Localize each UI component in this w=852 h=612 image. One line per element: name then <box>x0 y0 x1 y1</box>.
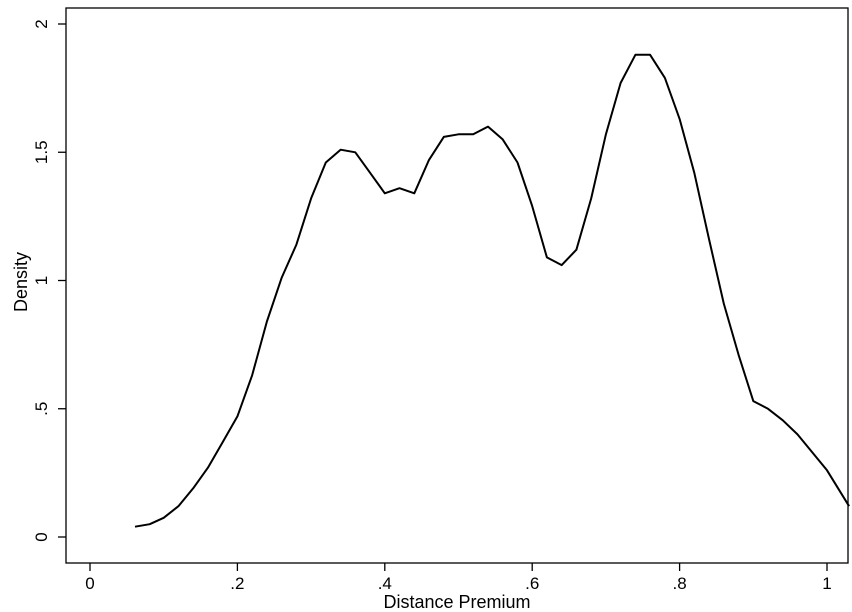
y-tick-label: .5 <box>32 402 51 416</box>
y-axis-title: Density <box>11 252 31 312</box>
x-tick-label: 1 <box>822 574 831 593</box>
y-tick-label: 1.5 <box>32 140 51 164</box>
plot-area: 0 .2 .4 .6 .8 1 0 .5 1 1.5 2 <box>32 8 849 593</box>
x-axis-title: Distance Premium <box>383 592 530 612</box>
y-tick-label: 1 <box>32 276 51 285</box>
x-tick-label: .2 <box>230 574 244 593</box>
x-tick-label: .6 <box>525 574 539 593</box>
plot-frame <box>66 8 848 563</box>
x-tick-label: .8 <box>673 574 687 593</box>
y-tick-label: 2 <box>32 19 51 28</box>
y-tick-label: 0 <box>32 532 51 541</box>
density-line <box>135 55 849 527</box>
x-tick-label: 0 <box>85 574 94 593</box>
x-tick-label: .4 <box>378 574 392 593</box>
